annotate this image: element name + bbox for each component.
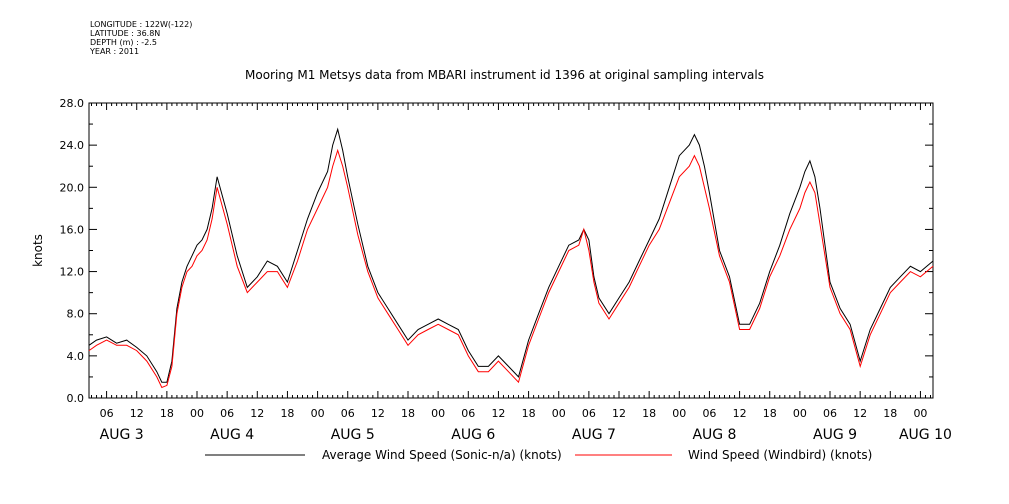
x-hour-label: 06	[823, 407, 837, 420]
series-line-sonic	[88, 127, 934, 383]
x-hour-label: 18	[522, 407, 536, 420]
x-hour-label: 18	[763, 407, 777, 420]
y-tick-label: 8.0	[67, 308, 85, 321]
x-hour-label: 18	[280, 407, 294, 420]
x-hour-label: 06	[100, 407, 114, 420]
x-hour-label: 00	[190, 407, 204, 420]
x-hour-label: 12	[733, 407, 747, 420]
station-metadata: LONGITUDE : 122W(-122) LATITUDE : 36.8N …	[90, 20, 192, 56]
x-hour-label: 12	[853, 407, 867, 420]
x-day-label: AUG 9	[813, 427, 857, 443]
series-line-windbird	[88, 148, 934, 389]
longitude-line: LONGITUDE : 122W(-122)	[90, 20, 193, 29]
year-line: YEAR : 2011	[90, 47, 140, 56]
x-day-label: AUG 10	[899, 427, 952, 443]
x-hour-label: 06	[220, 407, 234, 420]
latitude-line: LATITUDE : 36.8N	[90, 29, 161, 38]
y-tick-label: 24.0	[60, 139, 85, 152]
x-hour-label: 06	[582, 407, 596, 420]
x-hour-label: 00	[552, 407, 566, 420]
x-hour-label: 06	[702, 407, 716, 420]
legend-label-sonic: Average Wind Speed (Sonic-n/a) (knots)	[322, 448, 562, 462]
chart-title: Mooring M1 Metsys data from MBARI instru…	[245, 68, 764, 82]
x-day-label: AUG 5	[331, 427, 375, 443]
x-day-label: AUG 6	[451, 427, 495, 443]
plot-frame	[88, 102, 934, 399]
x-hour-label: 12	[491, 407, 505, 420]
x-hour-label: 18	[883, 407, 897, 420]
x-hour-label: 06	[461, 407, 475, 420]
x-hour-label: 18	[401, 407, 415, 420]
x-hour-label: 00	[913, 407, 927, 420]
x-hour-label: 00	[311, 407, 325, 420]
depth-line: DEPTH (m) : -2.5	[90, 38, 157, 47]
x-hour-label: 12	[250, 407, 264, 420]
x-day-label: AUG 8	[692, 427, 736, 443]
x-day-label: AUG 4	[210, 427, 254, 443]
x-hour-label: 00	[672, 407, 686, 420]
y-tick-label: 20.0	[60, 181, 85, 194]
x-hour-label: 18	[160, 407, 174, 420]
x-hour-label: 00	[793, 407, 807, 420]
y-tick-label: 0.0	[67, 392, 85, 405]
legend-label-windbird: Wind Speed (Windbird) (knots)	[688, 448, 872, 462]
x-hour-label: 12	[371, 407, 385, 420]
x-hour-label: 00	[431, 407, 445, 420]
x-hour-label: 12	[130, 407, 144, 420]
y-tick-label: 4.0	[67, 350, 85, 363]
y-axis-label: knots	[31, 234, 45, 267]
x-hour-label: 18	[642, 407, 656, 420]
y-tick-label: 28.0	[60, 97, 85, 110]
y-tick-label: 12.0	[60, 266, 85, 279]
x-hour-label: 12	[612, 407, 626, 420]
y-tick-label: 16.0	[60, 223, 85, 236]
x-day-label: AUG 3	[100, 427, 144, 443]
x-day-label: AUG 7	[572, 427, 616, 443]
x-hour-label: 06	[341, 407, 355, 420]
